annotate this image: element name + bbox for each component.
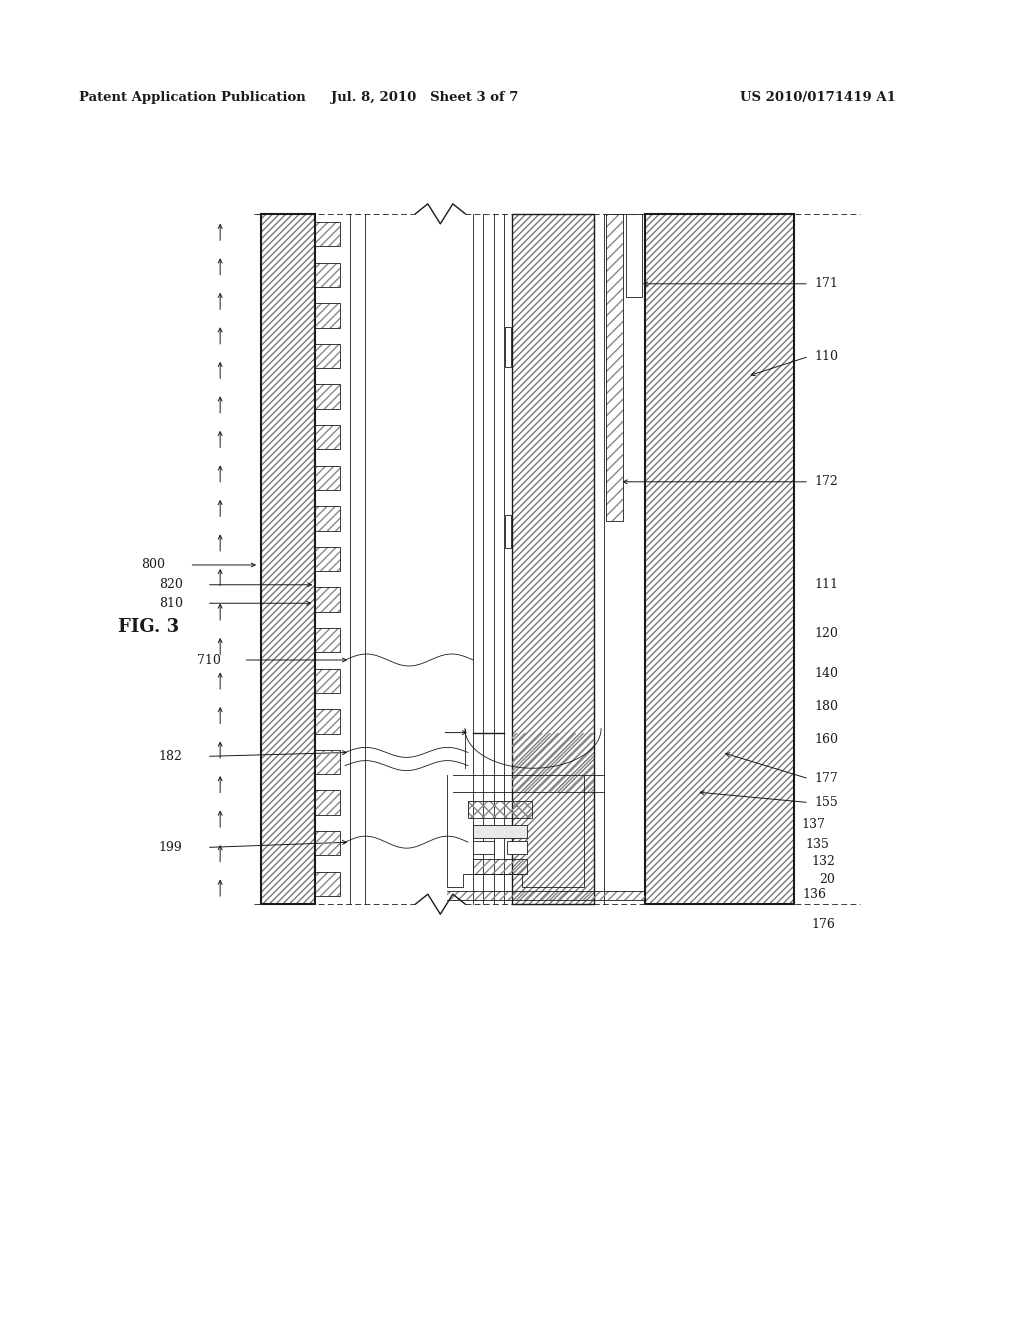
Bar: [315, 263, 340, 286]
Bar: [473, 859, 527, 874]
Text: 177: 177: [814, 772, 838, 785]
Text: 810: 810: [159, 597, 182, 610]
Text: 136: 136: [803, 888, 826, 902]
Bar: [505, 515, 511, 548]
Bar: [315, 871, 340, 896]
Text: 135: 135: [806, 838, 829, 851]
Bar: [468, 801, 532, 818]
Bar: [315, 832, 340, 855]
Bar: [315, 832, 340, 855]
Bar: [315, 222, 340, 247]
Bar: [315, 425, 340, 449]
Bar: [468, 801, 532, 818]
Bar: [315, 871, 340, 896]
Bar: [512, 214, 594, 904]
Text: 800: 800: [141, 558, 165, 572]
Bar: [315, 304, 340, 327]
Bar: [261, 214, 315, 904]
Bar: [447, 891, 645, 900]
Bar: [315, 384, 340, 409]
Text: 199: 199: [159, 841, 182, 854]
Text: 140: 140: [814, 667, 838, 680]
Bar: [315, 791, 340, 814]
Bar: [315, 466, 340, 490]
Bar: [315, 507, 340, 531]
Text: 172: 172: [814, 475, 838, 488]
Bar: [315, 384, 340, 409]
Text: 120: 120: [814, 627, 838, 640]
Text: 171: 171: [814, 277, 838, 290]
Bar: [507, 841, 527, 854]
Bar: [626, 214, 642, 297]
Bar: [505, 515, 511, 548]
Text: 182: 182: [159, 750, 182, 763]
Bar: [315, 507, 340, 531]
Text: 111: 111: [814, 578, 838, 591]
Bar: [315, 628, 340, 652]
Bar: [315, 628, 340, 652]
Bar: [606, 214, 623, 521]
Bar: [473, 825, 527, 838]
Bar: [473, 859, 527, 874]
Text: 110: 110: [814, 350, 838, 363]
Bar: [512, 214, 594, 904]
Bar: [505, 327, 511, 367]
Text: 180: 180: [814, 700, 838, 713]
Bar: [315, 791, 340, 814]
Text: 160: 160: [814, 733, 838, 746]
Bar: [505, 327, 511, 367]
Bar: [473, 841, 494, 854]
Bar: [315, 669, 340, 693]
Bar: [315, 546, 340, 572]
Bar: [645, 214, 794, 904]
Text: FIG. 3: FIG. 3: [118, 618, 179, 636]
Bar: [315, 222, 340, 247]
Bar: [315, 669, 340, 693]
Text: 820: 820: [159, 578, 182, 591]
Bar: [315, 263, 340, 286]
Text: Jul. 8, 2010   Sheet 3 of 7: Jul. 8, 2010 Sheet 3 of 7: [332, 91, 518, 104]
Bar: [261, 214, 315, 904]
Text: 176: 176: [811, 917, 835, 931]
Bar: [645, 214, 794, 904]
Text: 20: 20: [819, 873, 836, 886]
Bar: [315, 709, 340, 734]
Text: US 2010/0171419 A1: US 2010/0171419 A1: [740, 91, 896, 104]
Bar: [512, 733, 594, 792]
Bar: [315, 587, 340, 611]
Bar: [315, 709, 340, 734]
Bar: [606, 214, 623, 521]
Text: 137: 137: [802, 818, 825, 832]
Bar: [315, 343, 340, 368]
Text: 710: 710: [197, 653, 220, 667]
Text: 132: 132: [811, 855, 835, 869]
Bar: [315, 750, 340, 775]
Bar: [315, 425, 340, 449]
Bar: [315, 546, 340, 572]
Text: Patent Application Publication: Patent Application Publication: [79, 91, 305, 104]
Bar: [315, 750, 340, 775]
Bar: [315, 343, 340, 368]
Text: 155: 155: [814, 796, 838, 809]
Bar: [315, 304, 340, 327]
Bar: [315, 466, 340, 490]
Bar: [315, 587, 340, 611]
